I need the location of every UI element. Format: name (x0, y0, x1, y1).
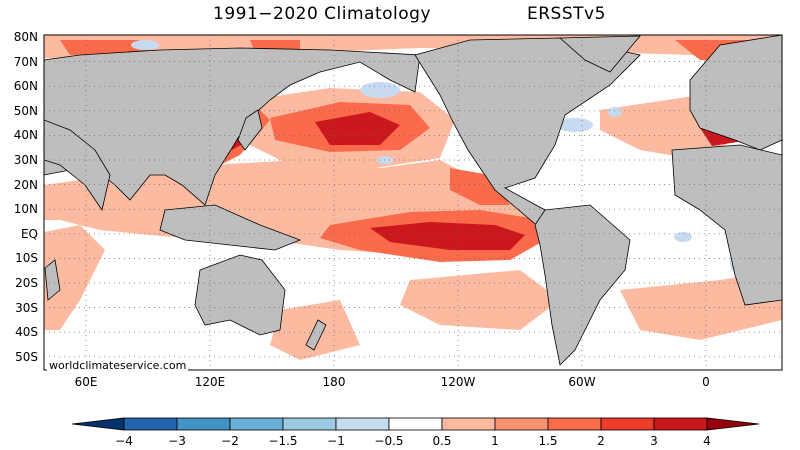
lat-tick-label: 10N (13, 202, 38, 217)
colorbar-bin (335, 417, 390, 431)
dataset-label: ERSSTv5 (527, 4, 606, 24)
arabia-india (44, 119, 111, 211)
lon-tick-label: 120E (194, 375, 226, 389)
lat-tick-label: 40N (13, 128, 38, 143)
grid-lines (44, 35, 782, 370)
map-frame (43, 34, 783, 371)
colorbar-bin (547, 417, 602, 431)
colorbar-tick-label: 4 (703, 434, 711, 448)
map-title: 1991−2020 Climatology (213, 4, 432, 24)
lat-tick-label: 50S (15, 349, 38, 364)
lat-tick-label: 20S (15, 276, 38, 290)
japan (237, 109, 263, 151)
credit-text: worldclimateservice.com (47, 359, 189, 372)
colorbar-bin (282, 417, 337, 431)
lat-tick-label: 60N (13, 79, 38, 94)
lon-tick-label: 180 (322, 375, 346, 389)
colorbar-tick-label: −4 (115, 434, 133, 448)
lat-tick-label: 70N (13, 54, 38, 69)
africa (671, 144, 782, 306)
colorbar-low-triangle (71, 417, 125, 431)
lat-tick-label: 40S (15, 325, 38, 340)
colorbar-bin (441, 417, 496, 431)
colorbar-tick-label: −1 (327, 434, 345, 448)
lat-tick-label: 20N (13, 177, 38, 192)
lon-tick-label: 60W (568, 375, 596, 389)
colorbar-tick-label: 0.5 (432, 434, 452, 448)
colorbar-tick-label: −2 (221, 434, 239, 448)
lon-tick-label: 60E (74, 375, 98, 389)
colorbar-bin (176, 417, 231, 431)
colorbar-tick-label: −0.5 (374, 434, 404, 448)
colorbar-bin (494, 417, 549, 431)
lat-tick-label: 80N (13, 30, 38, 44)
colorbar-high-triangle (706, 417, 760, 431)
colorbar (71, 417, 760, 431)
maritime-se-asia (159, 204, 302, 251)
colorbar-tick-label: 3 (650, 434, 658, 448)
colorbar-tick-label: 1.5 (538, 434, 558, 448)
lat-tick-label: 30N (13, 153, 38, 167)
new-zealand (305, 319, 327, 351)
lat-tick-label: 30S (15, 300, 38, 315)
colorbar-bin (123, 417, 178, 431)
greenland (558, 35, 641, 73)
colorbar-tick-label: 1 (491, 434, 499, 448)
lat-tick-label: EQ (20, 226, 38, 241)
colorbar-bin (653, 417, 708, 431)
land-masses (44, 35, 782, 366)
colorbar-bin (388, 417, 443, 431)
south-america (534, 204, 631, 366)
lon-tick-label: 120W (440, 375, 476, 389)
lat-tick-label: 10S (15, 251, 38, 266)
colorbar-bin (229, 417, 284, 431)
colorbar-tick-label: 2 (597, 434, 605, 448)
lon-tick-label: 0 (702, 375, 710, 389)
colorbar-bin (600, 417, 655, 431)
madagascar (44, 259, 61, 301)
colorbar-tick-label: −1.5 (268, 434, 298, 448)
colorbar-tick-label: −3 (168, 434, 186, 448)
lat-tick-label: 50N (13, 103, 38, 118)
